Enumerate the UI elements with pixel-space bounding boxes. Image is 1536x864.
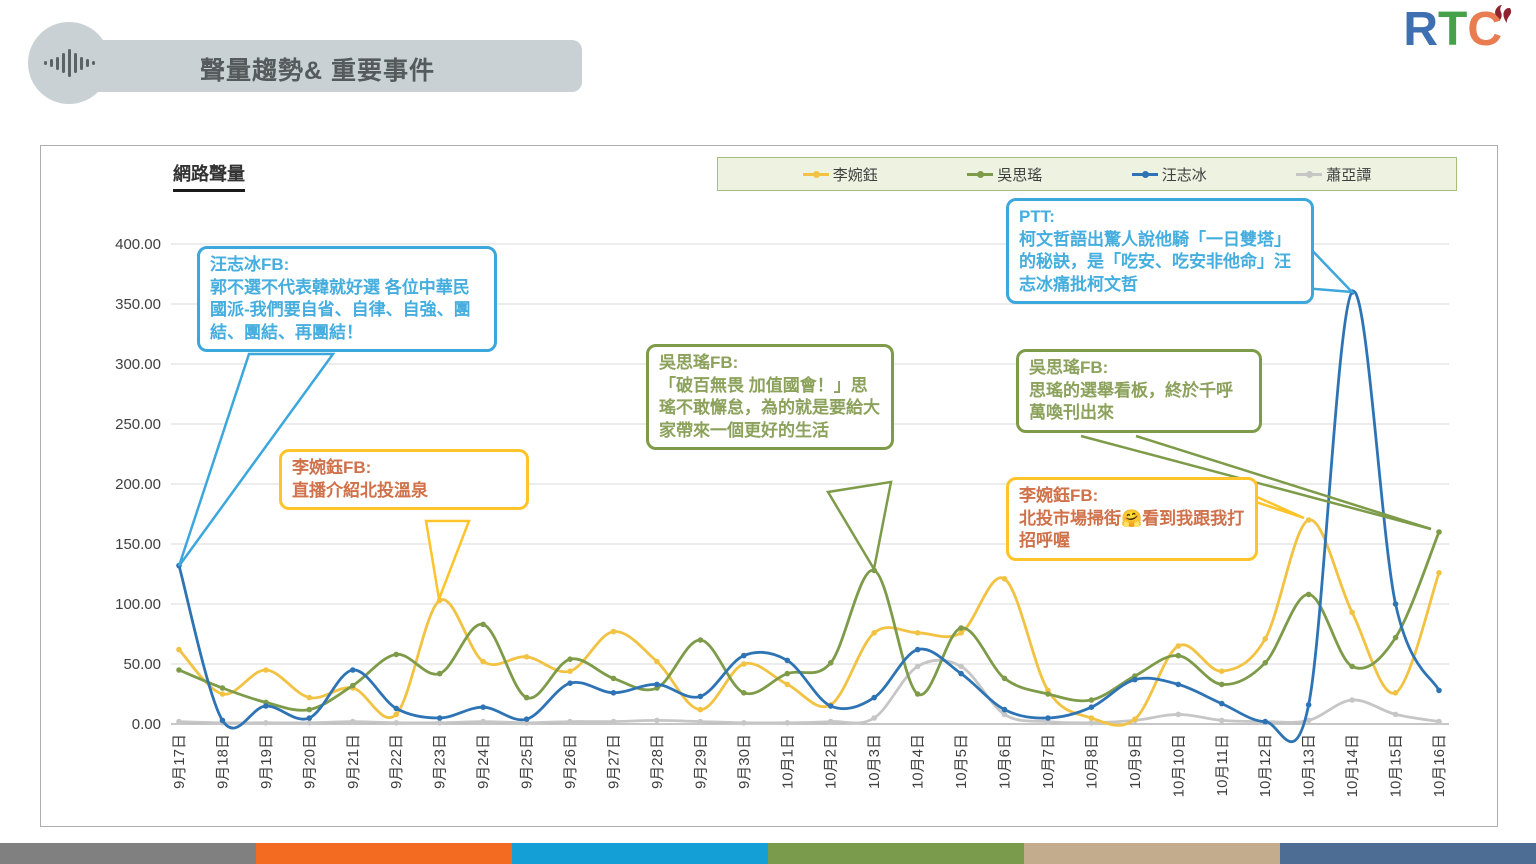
header-icon-circle [28, 22, 110, 104]
callout-wang-fb: 汪志冰FB: 郭不選不代表韓就好選 各位中華民國派-我們要自省、自律、自強、團結… [197, 246, 497, 353]
footer-segment [1280, 843, 1536, 864]
callout-text: 思瑤的選舉看板，終於千呼萬喚刊出來 [1029, 380, 1233, 423]
rtc-logo: R T C [1403, 3, 1514, 56]
legend-swatch [802, 170, 829, 178]
footer-segment [256, 843, 512, 864]
callout-text: 直播介紹北投溫泉 [292, 480, 428, 500]
svg-text:300.00: 300.00 [115, 356, 161, 373]
legend-item: 蕭亞譚 [1296, 164, 1371, 185]
svg-text:9月28日: 9月28日 [649, 734, 666, 789]
callout-li-fb-1: 李婉鈺FB: 直播介紹北投溫泉 [279, 449, 529, 511]
callout-wu-fb-2: 吳思瑤FB: 思瑤的選舉看板，終於千呼萬喚刊出來 [1016, 349, 1262, 433]
svg-text:10月13日: 10月13日 [1301, 734, 1318, 797]
callout-source: 李婉鈺FB: [1019, 486, 1099, 505]
svg-text:250.00: 250.00 [115, 416, 161, 433]
logo-letter-t: T [1438, 3, 1468, 56]
svg-text:9月24日: 9月24日 [475, 734, 492, 789]
callout-li-fb-2: 李婉鈺FB: 北投市場掃街🤗看到我跟我打招呼喔 [1006, 477, 1258, 561]
svg-text:0.00: 0.00 [132, 716, 161, 733]
svg-text:10月14日: 10月14日 [1344, 734, 1361, 797]
callout-source: 汪志冰FB: [210, 255, 290, 274]
legend-item: 吳思瑤 [967, 164, 1042, 185]
svg-text:10月16日: 10月16日 [1431, 734, 1448, 797]
flame-icon [1495, 5, 1512, 23]
legend-label: 吳思瑤 [997, 166, 1043, 184]
svg-text:9月21日: 9月21日 [345, 734, 362, 789]
svg-text:150.00: 150.00 [115, 536, 161, 553]
page-title: 聲量趨勢& 重要事件 [200, 57, 436, 85]
callout-text: 「破百無畏 加值國會！」思瑤不敢懈怠，為的就是要給大家帶來一個更好的生活 [659, 375, 880, 440]
svg-text:100.00: 100.00 [115, 596, 161, 613]
svg-text:10月8日: 10月8日 [1083, 734, 1100, 789]
svg-text:9月29日: 9月29日 [692, 734, 709, 789]
svg-text:200.00: 200.00 [115, 476, 161, 493]
svg-text:10月15日: 10月15日 [1388, 734, 1405, 797]
svg-text:10月1日: 10月1日 [779, 734, 796, 789]
svg-text:350.00: 350.00 [115, 296, 161, 313]
svg-text:10月6日: 10月6日 [997, 734, 1014, 789]
svg-text:10月11日: 10月11日 [1214, 734, 1231, 796]
footer-segment [768, 843, 1024, 864]
logo-letter-r: R [1403, 3, 1438, 56]
svg-text:10月7日: 10月7日 [1040, 734, 1057, 789]
callout-text: 郭不選不代表韓就好選 各位中華民國派-我們要自省、自律、自強、團結、團結、再團結… [210, 277, 471, 342]
svg-text:9月26日: 9月26日 [562, 734, 579, 789]
svg-text:9月30日: 9月30日 [736, 734, 753, 789]
svg-text:9月19日: 9月19日 [258, 734, 275, 789]
svg-text:9月22日: 9月22日 [388, 734, 405, 789]
footer-segment [512, 843, 768, 864]
callout-source: 李婉鈺FB: [292, 458, 372, 477]
legend-item: 汪志冰 [1131, 164, 1207, 185]
chart-title: 網路聲量 [173, 160, 245, 192]
legend-label: 蕭亞譚 [1326, 166, 1372, 184]
legend-swatch [967, 170, 994, 178]
svg-text:9月18日: 9月18日 [214, 734, 231, 789]
svg-text:9月23日: 9月23日 [432, 734, 449, 789]
callout-source: 吳思瑤FB: [659, 353, 739, 372]
svg-text:400.00: 400.00 [115, 236, 161, 253]
svg-text:10月9日: 10月9日 [1127, 734, 1144, 789]
footer-color-bar [0, 843, 1536, 864]
svg-text:10月4日: 10月4日 [910, 734, 927, 789]
chart-panel: 0.00 50.00 100.00 150.00 200.00 250.00 300.00 3… [40, 145, 1498, 827]
svg-text:9月20日: 9月20日 [301, 734, 318, 789]
legend-item: 李婉鈺 [802, 164, 878, 185]
callout-ptt: PTT: 柯文哲語出驚人說他騎「一日雙塔」的秘訣，是「吃安、吃安非他命」汪志冰痛… [1006, 198, 1314, 305]
svg-text:9月17日: 9月17日 [171, 734, 188, 789]
footer-segment [1024, 843, 1280, 864]
callout-source: 吳思瑤FB: [1029, 358, 1109, 377]
chart-legend: 李婉鈺 吳思瑤 汪志冰 蕭亞譚 [717, 157, 1457, 191]
callout-text: 北投市場掃街🤗看到我跟我打招呼喔 [1019, 508, 1245, 551]
callout-source: PTT: [1019, 207, 1055, 226]
callout-wu-fb-1: 吳思瑤FB: 「破百無畏 加值國會！」思瑤不敢懈怠，為的就是要給大家帶來一個更好… [646, 344, 894, 451]
svg-text:9月25日: 9月25日 [519, 734, 536, 789]
svg-text:10月12日: 10月12日 [1257, 734, 1274, 797]
legend-swatch [1131, 170, 1158, 178]
svg-text:10月2日: 10月2日 [823, 734, 840, 789]
legend-label: 汪志冰 [1161, 166, 1207, 184]
callout-text: 柯文哲語出驚人說他騎「一日雙塔」的秘訣，是「吃安、吃安非他命」汪志冰痛批柯文哲 [1019, 229, 1291, 294]
legend-label: 李婉鈺 [832, 166, 878, 184]
svg-text:10月10日: 10月10日 [1170, 734, 1187, 797]
footer-segment [0, 843, 256, 864]
svg-text:10月3日: 10月3日 [866, 734, 883, 789]
header-bar [58, 40, 582, 92]
svg-text:10月5日: 10月5日 [953, 734, 970, 789]
legend-swatch [1296, 170, 1323, 178]
svg-text:50.00: 50.00 [123, 656, 161, 673]
soundwave-icon [43, 49, 95, 77]
svg-text:9月27日: 9月27日 [605, 734, 622, 789]
